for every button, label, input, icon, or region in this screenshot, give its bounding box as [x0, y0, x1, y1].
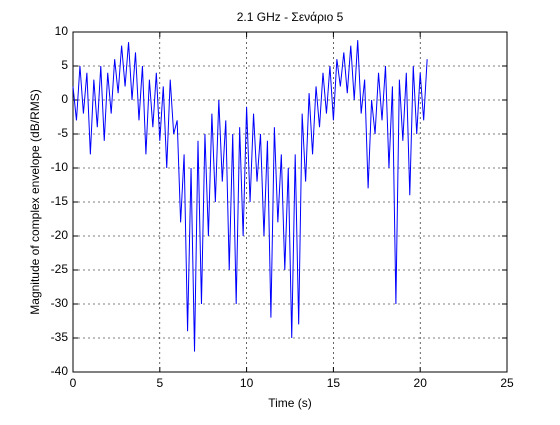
y-tick-label: -5 — [57, 126, 68, 140]
y-tick-label: -15 — [51, 194, 69, 208]
y-tick-label: -30 — [51, 296, 69, 310]
y-tick-label: 5 — [61, 58, 68, 72]
y-tick-label: 10 — [55, 24, 69, 38]
x-tick-label: 25 — [500, 376, 514, 390]
x-tick-label: 10 — [240, 376, 254, 390]
y-tick-label: -40 — [51, 364, 69, 378]
y-tick-label: -25 — [51, 262, 69, 276]
y-tick-label: -20 — [51, 228, 69, 242]
y-axis-label: Magnitude of complex envelope (dB/RMS) — [28, 89, 42, 314]
y-tick-label: 0 — [61, 92, 68, 106]
x-tick-label: 15 — [327, 376, 341, 390]
data-line — [72, 40, 428, 352]
y-tick-label: -10 — [51, 160, 69, 174]
x-tick-label: 5 — [156, 376, 163, 390]
y-tick-label: -35 — [51, 330, 69, 344]
x-axis-label: Time (s) — [268, 396, 312, 410]
x-tick-label: 20 — [414, 376, 428, 390]
plot-frame — [72, 31, 508, 373]
chart-title: 2.1 GHz - Σενάριο 5 — [237, 10, 344, 24]
x-tick-label: 0 — [70, 376, 77, 390]
